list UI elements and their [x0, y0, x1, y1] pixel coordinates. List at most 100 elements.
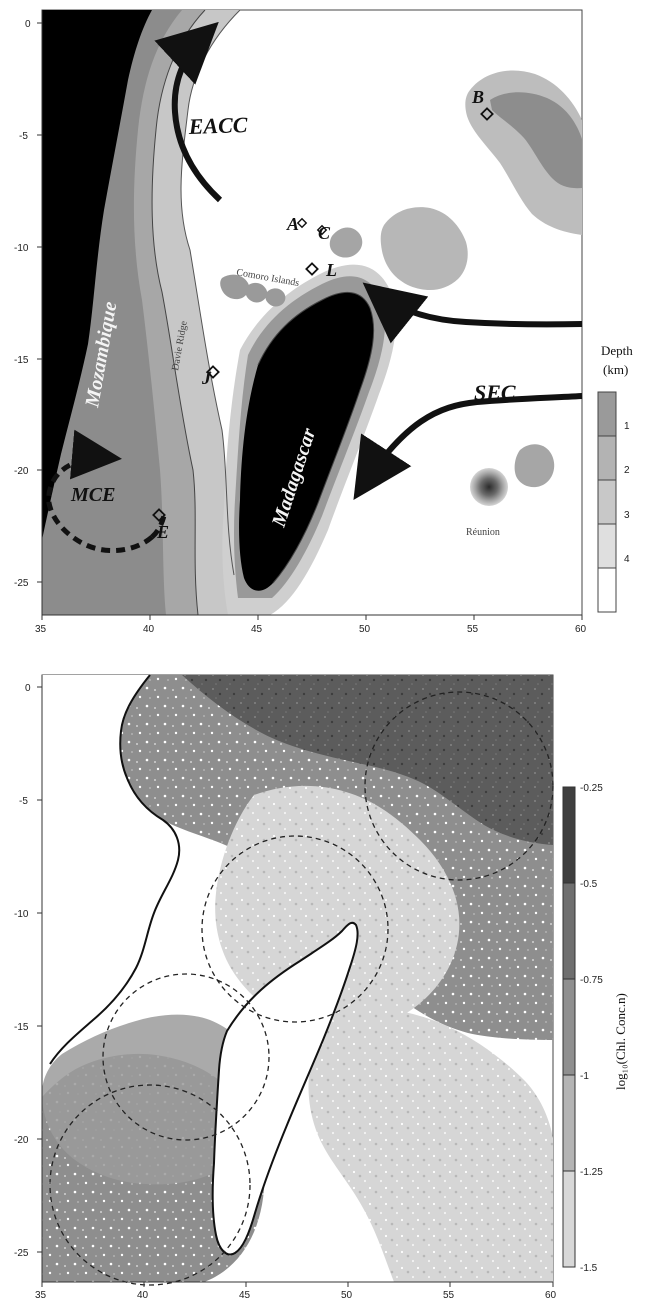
depth-contour-1 — [180, 9, 241, 576]
chl-x-tick-45: 45 — [239, 1290, 251, 1300]
depth-contour-2 — [151, 9, 206, 616]
chl-x-tick-35: 35 — [35, 1290, 47, 1300]
chl-colorbar-tick-0: -0.25 — [580, 783, 603, 794]
depth-x-tick-50: 50 — [359, 624, 371, 635]
chl-colorbar-swatch-2 — [562, 882, 576, 980]
depth-colorbar-title-line1: Depth — [601, 343, 633, 358]
sec-arrow-lower — [353, 393, 583, 501]
mce-dashed-arrow — [46, 429, 154, 553]
chl-colorbar-swatch-4 — [562, 1074, 576, 1172]
depth-y-tick-5: -5 — [19, 131, 28, 142]
site-markers — [152, 107, 494, 522]
depth-colorbar-swatch-1 — [597, 391, 617, 437]
depth-map-x-axis: 35 40 45 50 55 60 — [35, 614, 587, 635]
dashed-circle-southwest — [49, 1084, 251, 1286]
mce-dash-start — [150, 510, 168, 539]
africa-coastline — [49, 674, 181, 1065]
depth-y-tick-15: -15 — [14, 355, 29, 366]
depth-y-tick-10: -10 — [14, 243, 29, 254]
chlorophyll-map-panel: 35 40 45 50 55 60 0 -5 -10 -15 -20 — [14, 674, 628, 1300]
site-label-a: A — [286, 214, 299, 234]
reunion-label: Réunion — [466, 527, 500, 538]
marker-a — [296, 217, 308, 229]
depth-colorbar-tick-1: 1 — [624, 421, 630, 432]
site-label-e: E — [156, 522, 169, 542]
chl-colorbar-tick-3: -1 — [580, 1071, 589, 1082]
depth-colorbar-swatch-2 — [597, 435, 617, 481]
depth-x-tick-35: 35 — [35, 624, 47, 635]
seychelles-platform — [380, 207, 468, 291]
depth-x-tick-45: 45 — [251, 624, 263, 635]
africa-land — [42, 675, 180, 1076]
eacc-label: EACC — [187, 112, 248, 139]
site-label-c: C — [318, 223, 331, 243]
chl-x-tick-55: 55 — [443, 1290, 455, 1300]
depth-colorbar-tick-2: 2 — [624, 465, 630, 476]
marker-l — [305, 262, 319, 276]
chl-y-tick-0: 0 — [25, 683, 31, 694]
depth-y-tick-25: -25 — [14, 578, 29, 589]
chl-y-tick-25: -25 — [14, 1248, 29, 1259]
marker-b — [480, 107, 494, 121]
north-islands — [329, 227, 363, 258]
chl-colorbar-tick-1: -0.5 — [580, 879, 598, 890]
mozambique-channel-zone — [41, 1014, 268, 1185]
eastern-deep — [490, 92, 582, 189]
chl-colorbar-label: log₁₀(Chl. Conc.n) — [613, 993, 628, 1090]
depth-x-tick-40: 40 — [143, 624, 155, 635]
depth-colorbar-tick-3: 3 — [624, 510, 630, 521]
sec-arrow-upper — [362, 282, 583, 344]
chlorophyll-x-axis: 35 40 45 50 55 60 — [35, 1281, 557, 1300]
dashed-circle-west — [102, 973, 270, 1141]
depth-colorbar-tick-4: 4 — [624, 554, 630, 565]
depth-colorbar-title-line2: (km) — [603, 362, 628, 377]
dashed-circle-northeast — [364, 691, 554, 881]
depth-colorbar-swatch-3 — [597, 479, 617, 525]
chl-x-tick-50: 50 — [341, 1290, 353, 1300]
south-east-islands — [514, 444, 555, 488]
sec-label: SEC — [474, 380, 516, 405]
marker-e — [152, 508, 166, 522]
depth-x-tick-60: 60 — [575, 624, 587, 635]
depth-map-y-axis: 0 -5 -10 -15 -20 -25 — [14, 10, 43, 615]
site-label-j: J — [201, 368, 212, 388]
chl-y-tick-15: -15 — [14, 1022, 29, 1033]
mozambique-land — [42, 10, 152, 540]
northern-dark-zone — [182, 675, 553, 845]
site-label-b: B — [471, 87, 484, 107]
site-label-l: L — [325, 260, 337, 280]
central-light-field — [215, 785, 460, 1031]
chl-colorbar-tick-4: -1.25 — [580, 1167, 603, 1178]
chl-y-tick-10: -10 — [14, 909, 29, 920]
southern-east-field — [308, 1007, 553, 1282]
depth-x-tick-55: 55 — [467, 624, 479, 635]
marker-j — [206, 365, 220, 379]
reunion-island-feature — [470, 468, 508, 506]
chl-y-tick-20: -20 — [14, 1135, 29, 1146]
chl-x-tick-40: 40 — [137, 1290, 149, 1300]
depth-map-panel: EACC Mozambique Madagascar SEC MCE Comor… — [14, 9, 633, 635]
depth-y-tick-20: -20 — [14, 466, 29, 477]
chl-x-tick-60: 60 — [545, 1290, 557, 1300]
depth-contour-3 — [257, 292, 375, 584]
dashed-circle-central — [201, 835, 389, 1023]
marker-c — [316, 224, 328, 236]
mce-label: MCE — [70, 484, 115, 506]
chl-colorbar-swatch-5 — [562, 1170, 576, 1268]
chl-colorbar-swatch-1 — [562, 786, 576, 884]
depth-colorbar-swatch-5 — [597, 567, 617, 613]
eacc-arrow — [154, 21, 223, 203]
depth-colorbar-swatch-4 — [597, 523, 617, 569]
chl-colorbar-tick-5: -1.5 — [580, 1263, 598, 1274]
depth-colorbar: Depth (km) 1 2 3 4 — [597, 343, 633, 613]
chl-y-tick-5: -5 — [19, 796, 28, 807]
chl-colorbar-tick-2: -0.75 — [580, 975, 603, 986]
chlorophyll-colorbar: -0.25 -0.5 -0.75 -1 -1.25 -1.5 log₁₀(Chl… — [562, 783, 628, 1274]
chlorophyll-y-axis: 0 -5 -10 -15 -20 -25 — [14, 675, 43, 1282]
comoro-islands — [220, 274, 286, 307]
chl-colorbar-swatch-3 — [562, 978, 576, 1076]
depth-y-tick-0: 0 — [25, 19, 31, 30]
madagascar-land — [239, 292, 374, 591]
